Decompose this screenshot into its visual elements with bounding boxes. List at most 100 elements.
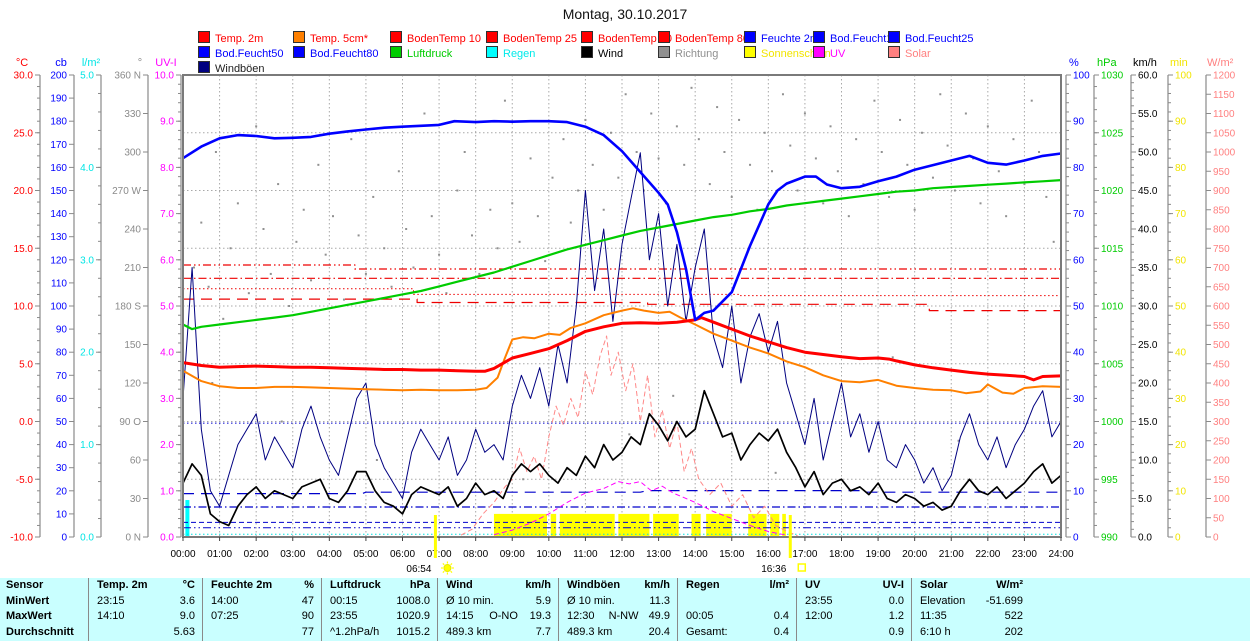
svg-text:180: 180 (50, 117, 67, 128)
svg-text:2.0: 2.0 (80, 348, 94, 359)
series-feuchte-2m (182, 119, 1062, 322)
axis-pct: 0 10 20 30 40 50 60 70 80 90 100% (1065, 57, 1090, 544)
table-cell: 5.9 (535, 594, 551, 607)
legend-label: Richtung (675, 48, 719, 60)
svg-text:190: 190 (50, 94, 67, 105)
svg-text:07:00: 07:00 (427, 549, 452, 560)
svg-text:UV-I: UV-I (155, 57, 176, 69)
svg-text:6.0: 6.0 (160, 255, 174, 266)
series-bodentemp-25 (183, 288, 1061, 297)
svg-text:150: 150 (50, 186, 67, 197)
table-row: 11:35 522 (912, 609, 1030, 625)
svg-text:1020: 1020 (1101, 186, 1124, 197)
svg-text:15.0: 15.0 (1138, 417, 1158, 428)
table-cell: 1015.2 (396, 625, 430, 638)
svg-text:min: min (1170, 57, 1188, 69)
legend-swatch-uv (813, 46, 825, 58)
svg-text:60.0: 60.0 (1138, 71, 1158, 82)
svg-text:170: 170 (50, 140, 67, 151)
svg-text:995: 995 (1101, 475, 1118, 486)
table-cell: 489.3 km (446, 625, 492, 638)
svg-text:200: 200 (50, 71, 67, 82)
svg-text:4.0: 4.0 (160, 348, 174, 359)
table-cell: MaxWert (6, 610, 52, 623)
table-col-solar: Solar W/m² Elevation -51.699 11:35 522 6:10 h 2… (911, 578, 1250, 641)
svg-text:100: 100 (50, 302, 67, 313)
legend-swatch-luftdruck (390, 46, 402, 58)
legend-swatch-solar (888, 46, 900, 58)
legend-label: Regen (503, 48, 536, 60)
svg-text:270 W: 270 W (112, 186, 141, 197)
table-cell: 00:15 (330, 594, 358, 607)
table-cell: Windböen (567, 579, 621, 591)
legend-label: Bod.Feucht25 (905, 33, 974, 45)
svg-text:900: 900 (1213, 186, 1230, 197)
legend-swatch-wind (581, 46, 593, 58)
table-cell: 6:10 h (920, 625, 951, 638)
svg-text:10: 10 (1175, 486, 1187, 497)
table-col-uv: UV UV-I 23:55 0.0 12:00 1.2 0.9 (796, 578, 911, 641)
legend-item-windb-en: Windböen (198, 61, 265, 75)
table-cell: 07:25 (211, 610, 239, 623)
svg-text:16:00: 16:00 (756, 549, 781, 560)
table-row: 489.3 km 20.4 (559, 625, 677, 641)
svg-text:150: 150 (124, 340, 141, 351)
svg-text:70: 70 (1073, 209, 1085, 220)
svg-text:08:00: 08:00 (463, 549, 488, 560)
table-row: 0.9 (797, 625, 911, 641)
svg-text:550: 550 (1213, 321, 1230, 332)
legend-swatch-feuchte-2m- (744, 31, 756, 43)
table-cell: O-NO (489, 610, 518, 623)
table-cell: 0.4 (773, 625, 789, 638)
svg-text:40: 40 (56, 440, 68, 451)
svg-text:55.0: 55.0 (1138, 109, 1158, 120)
svg-text:60: 60 (1175, 255, 1187, 266)
table-row: 5.63 (89, 625, 202, 641)
svg-text:-5.0: -5.0 (16, 475, 34, 486)
table-col-wind: Wind km/h Ø 10 min. 5.9 14:15 O-NO 19.3 489.3 k… (437, 578, 558, 641)
svg-text:°C: °C (16, 57, 28, 69)
series-richtung (192, 86, 1055, 481)
legend-item-bod-feucht10: Bod.Feucht10 (813, 31, 899, 45)
svg-text:0: 0 (61, 533, 67, 544)
svg-text:10: 10 (1073, 486, 1085, 497)
table-row: 12:30 N-NW 49.9 (559, 609, 677, 625)
table-cell: 23:15 (97, 594, 125, 607)
svg-text:8.0: 8.0 (160, 163, 174, 174)
svg-text:06:54: 06:54 (406, 564, 431, 575)
axis-lm2: 0.0 1.0 2.0 3.0 4.0 5.0 l/m² (80, 57, 102, 544)
axis-uv: 0.0 1.0 2.0 3.0 4.0 5.0 6.0 7.0 8.0 9.0 10.0 UV-I (155, 57, 182, 544)
svg-text:40: 40 (1175, 348, 1187, 359)
table-row: 6:10 h 202 (912, 625, 1030, 641)
table-cell: 7.7 (535, 625, 551, 638)
svg-text:0: 0 (1213, 533, 1219, 544)
svg-text:0: 0 (1073, 533, 1079, 544)
svg-text:18:00: 18:00 (829, 549, 854, 560)
svg-text:90 O: 90 O (119, 417, 141, 428)
svg-text:1100: 1100 (1213, 109, 1235, 120)
table-cell: 202 (1004, 625, 1023, 638)
table-cell: Elevation (920, 594, 966, 607)
table-cell: l/m² (769, 579, 789, 591)
series-regen (185, 500, 190, 537)
x-axis: 00:00 01:00 02:00 03:00 04:00 05:00 06:00 07:00… (170, 537, 1074, 560)
svg-text:950: 950 (1213, 167, 1230, 178)
legend-label: Wind (598, 48, 624, 60)
svg-text:180 S: 180 S (115, 302, 141, 313)
series-wind (182, 389, 1062, 527)
svg-text:0: 0 (1175, 533, 1181, 544)
legend-swatch-temp-2m (198, 31, 210, 43)
svg-text:150: 150 (1213, 475, 1230, 486)
legend-label: Temp. 2m (215, 33, 264, 45)
svg-text:1005: 1005 (1101, 359, 1124, 370)
table-cell: 1020.9 (396, 610, 430, 623)
svg-text:10.0: 10.0 (155, 71, 175, 82)
svg-text:60: 60 (56, 394, 68, 405)
axis-kmh: 0.0 5.0 10.0 15.0 20.0 25.0 30.0 35.0 40.0 45.0 50… (1130, 57, 1158, 544)
svg-text:10.0: 10.0 (14, 302, 34, 313)
svg-text:25.0: 25.0 (14, 128, 34, 139)
svg-text:400: 400 (1213, 379, 1230, 390)
table-cell: Wind (446, 579, 473, 591)
legend-swatch-bod-feucht10 (813, 31, 825, 43)
svg-text:03:00: 03:00 (280, 549, 305, 560)
